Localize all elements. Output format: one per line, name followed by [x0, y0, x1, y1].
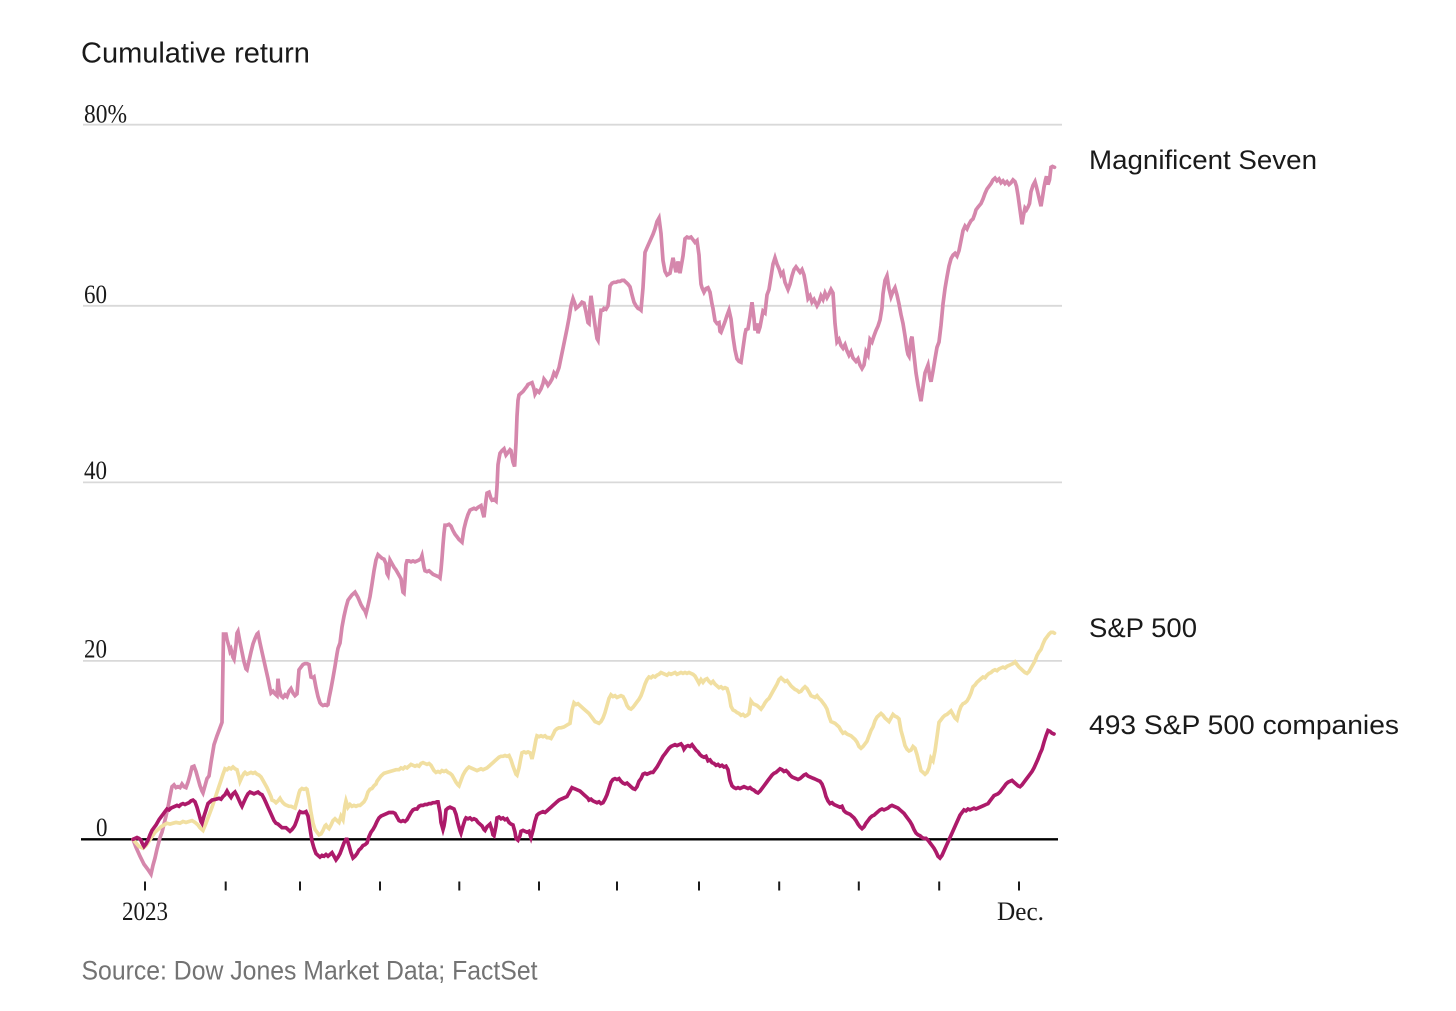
- svg-text:40: 40: [84, 456, 107, 485]
- svg-text:S&P 500: S&P 500: [1089, 613, 1197, 643]
- svg-text:Source: Dow Jones Market Data;: Source: Dow Jones Market Data; FactSet: [82, 956, 538, 986]
- svg-text:20: 20: [84, 635, 107, 664]
- svg-text:2023: 2023: [122, 897, 168, 926]
- svg-text:0: 0: [96, 813, 108, 842]
- svg-text:493 S&P 500 companies: 493 S&P 500 companies: [1089, 710, 1399, 740]
- svg-text:Dec.: Dec.: [997, 897, 1044, 926]
- svg-text:Cumulative return: Cumulative return: [81, 37, 310, 69]
- svg-text:60: 60: [84, 280, 107, 309]
- svg-text:Magnificent Seven: Magnificent Seven: [1089, 145, 1317, 175]
- svg-text:80%: 80%: [84, 100, 127, 129]
